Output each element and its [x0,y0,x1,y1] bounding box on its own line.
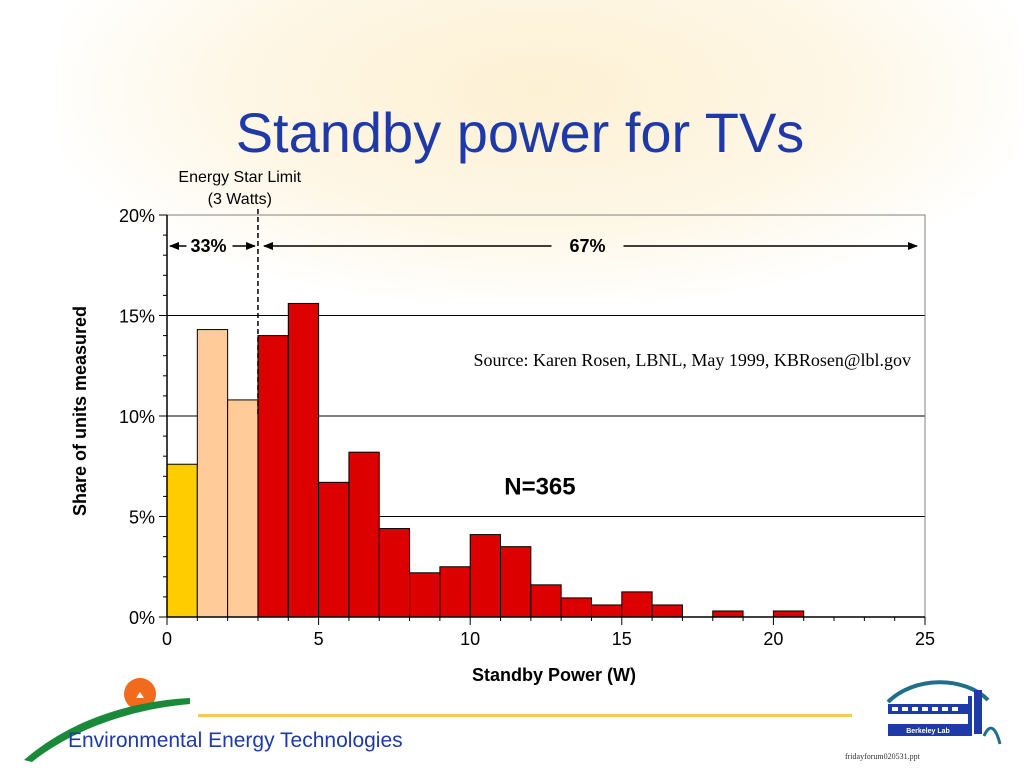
title-glow-background [60,0,1020,300]
histogram-bar [227,399,259,618]
x-tick-label: 10 [460,629,480,649]
file-name: fridayforum020531.ppt [845,752,920,761]
y-tick-label: 15% [119,307,155,327]
y-tick-label: 20% [119,206,155,226]
y-tick-label: 5% [129,508,155,528]
histogram-bar [560,597,592,618]
histogram-bar [651,604,683,618]
histogram-bar [439,566,471,618]
share-above-limit-label: 67% [569,236,605,256]
histogram-bar [287,302,320,618]
histogram-bar [257,335,289,618]
y-axis-label: Share of units measured [70,306,90,516]
histogram-bar [530,584,562,618]
x-tick-label: 20 [763,629,783,649]
share-below-limit-label: 33% [190,236,226,256]
source-annotation: Source: Karen Rosen, LBNL, May 1999, KBR… [473,350,911,370]
histogram-bar [166,463,198,618]
histogram-bar [409,572,441,618]
histogram-bar [378,528,411,618]
berkeley-lab-logo: Berkeley Lab [884,672,1004,753]
slide-title: Standby power for TVs [235,101,805,164]
footer-divider [198,714,852,717]
histogram-bar [318,481,350,618]
x-tick-label: 15 [612,629,632,649]
histogram-bar [772,610,805,618]
histogram-bar [621,591,653,618]
x-axis-label: Standby Power (W) [472,665,636,685]
y-tick-label: 0% [129,608,155,628]
x-tick-label: 25 [915,629,935,649]
histogram-bar [712,610,744,618]
histogram-bar [196,329,229,618]
energy-star-limit-watts-label: (3 Watts) [208,191,272,208]
berkeley-lab-logo-text: Berkeley Lab [906,728,950,735]
histogram-bar [348,451,380,618]
footer-title: Environmental Energy Technologies [68,729,403,752]
energy-star-limit-label: Energy Star Limit [178,169,301,186]
y-tick-label: 10% [119,407,155,427]
eet-sunrise-logo [22,672,202,767]
x-tick-label: 5 [314,629,324,649]
histogram-bar [500,546,532,618]
histogram-bar [590,604,623,618]
x-tick-label: 0 [162,629,172,649]
histogram-bar [469,534,502,618]
sample-size-label: N=365 [504,473,575,500]
